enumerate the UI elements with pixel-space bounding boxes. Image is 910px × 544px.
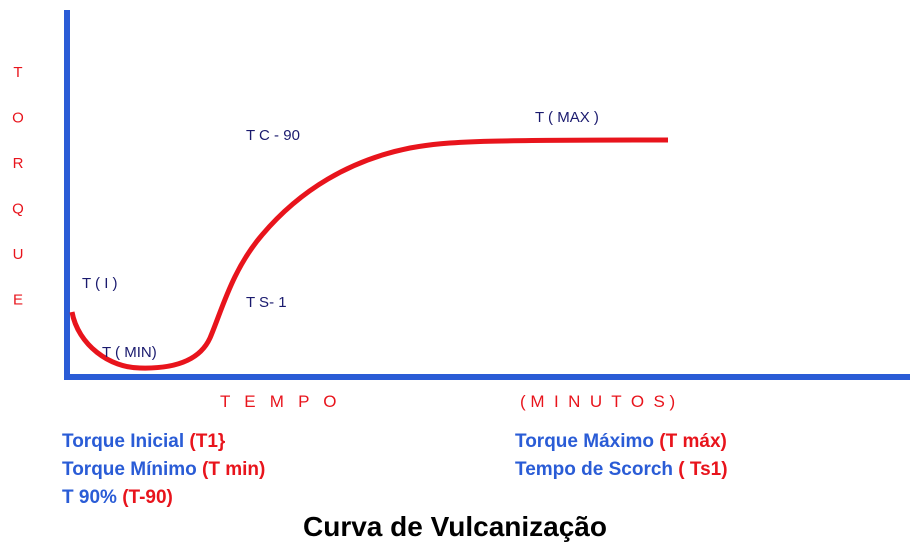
annotation: T ( I ): [82, 275, 118, 292]
legend-code: (T-90): [122, 487, 173, 508]
annotation: T ( MIN): [102, 344, 157, 361]
legend-code: (T min): [202, 459, 265, 480]
legend-label: Torque Inicial: [62, 431, 184, 452]
legend-label: Torque Mínimo: [62, 459, 197, 480]
legend-item: Torque Mínimo (T min): [62, 459, 265, 480]
title: Curva de Vulcanização: [303, 511, 607, 542]
legend-item: T 90% (T-90): [62, 487, 173, 508]
legend-item: Torque Inicial (T1}: [62, 431, 226, 452]
legend-item: Tempo de Scorch ( Ts1): [515, 459, 728, 480]
legend-label: Tempo de Scorch: [515, 459, 673, 480]
legend-code: (T máx): [659, 431, 727, 452]
legend-item: Torque Máximo (T máx): [515, 431, 727, 452]
x-axis-label: T E M P O: [220, 392, 337, 411]
curve: [69, 137, 669, 371]
annotation: T ( MAX ): [535, 109, 599, 126]
y-axis-letter: T: [13, 64, 22, 81]
annotation: T C - 90: [246, 127, 300, 144]
annotation: T S- 1: [246, 294, 287, 311]
legend-code: (T1}: [189, 431, 226, 452]
legend-label: Torque Máximo: [515, 431, 654, 452]
legend-code: ( Ts1): [678, 459, 727, 480]
y-axis-letter: E: [13, 292, 23, 309]
y-axis-letter: O: [12, 110, 24, 127]
y-axis-letter: R: [13, 155, 24, 172]
y-axis-letter: U: [13, 246, 24, 263]
y-axis-letter: Q: [12, 201, 24, 218]
legend-label: T 90%: [62, 487, 117, 508]
x-axis-label: ( M I N U T O S ): [520, 392, 675, 411]
